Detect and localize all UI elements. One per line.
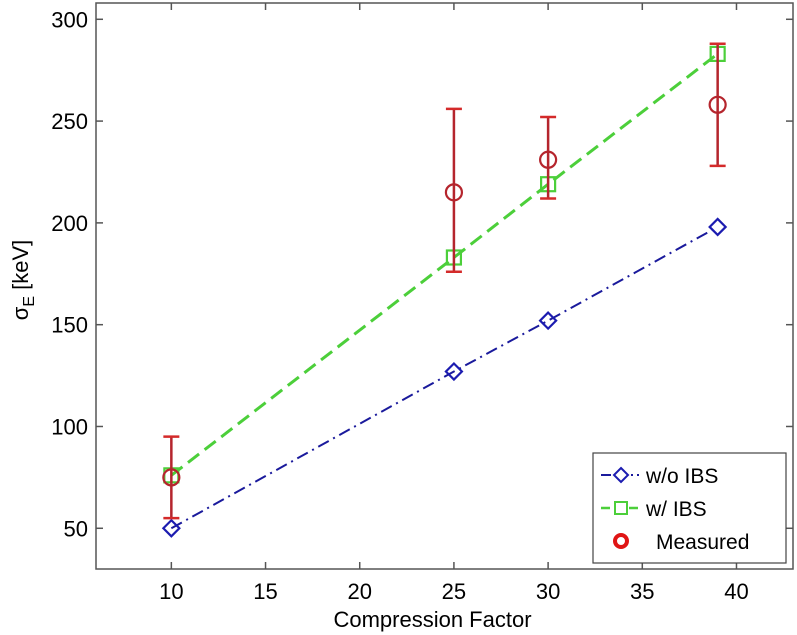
- x-tick-label: 10: [159, 579, 183, 604]
- legend: w/o IBS w/ IBS Measured: [592, 452, 787, 564]
- diamond-marker: [161, 518, 181, 538]
- circle-marker: [162, 468, 181, 487]
- circle-marker: [444, 183, 464, 202]
- circle-marker: [539, 150, 558, 169]
- series-w-o-ibs: [161, 217, 728, 538]
- y-tick-label: 200: [51, 211, 88, 236]
- y-label-unit: [keV]: [8, 240, 33, 296]
- diamond-marker: [708, 217, 728, 237]
- y-tick-label: 100: [51, 414, 88, 439]
- ticks-group: 10 15 20 25 30 35 40 50 100 150 200 250 300: [51, 3, 793, 604]
- x-tick-label: 25: [442, 579, 466, 604]
- y-label-sub: E: [21, 296, 38, 307]
- series-line: [170, 52, 719, 477]
- x-tick-label: 30: [536, 579, 560, 604]
- diamond-marker: [444, 361, 464, 382]
- diamond-marker: [538, 311, 558, 331]
- x-tick-label: 20: [347, 579, 371, 604]
- axes-frame: [95, 2, 794, 570]
- x-axis-label: Compression Factor: [333, 607, 531, 632]
- legend-label: Measured: [656, 531, 749, 554]
- y-axis-label: σE [keV]: [8, 240, 38, 321]
- y-tick-label: 150: [51, 313, 88, 338]
- legend-item: Measured: [613, 531, 749, 554]
- series-measured: [162, 42, 727, 520]
- circle-icon: [613, 533, 629, 549]
- series-line: [170, 226, 719, 530]
- y-tick-label: 250: [51, 109, 88, 134]
- legend-label: w/o IBS: [645, 465, 718, 488]
- circle-marker: [708, 95, 727, 114]
- y-label-main: σ: [8, 306, 33, 320]
- square-icon: [614, 501, 628, 515]
- y-tick-label: 300: [51, 7, 88, 32]
- series-group: [161, 42, 728, 538]
- x-tick-label: 40: [724, 579, 748, 604]
- diamond-icon: [612, 466, 630, 484]
- y-tick-label: 50: [64, 516, 88, 541]
- x-tick-label: 15: [253, 579, 277, 604]
- legend-item: w/ IBS: [601, 498, 707, 521]
- legend-label: w/ IBS: [645, 498, 707, 521]
- x-tick-label: 35: [630, 579, 654, 604]
- legend-item: w/o IBS: [601, 465, 718, 488]
